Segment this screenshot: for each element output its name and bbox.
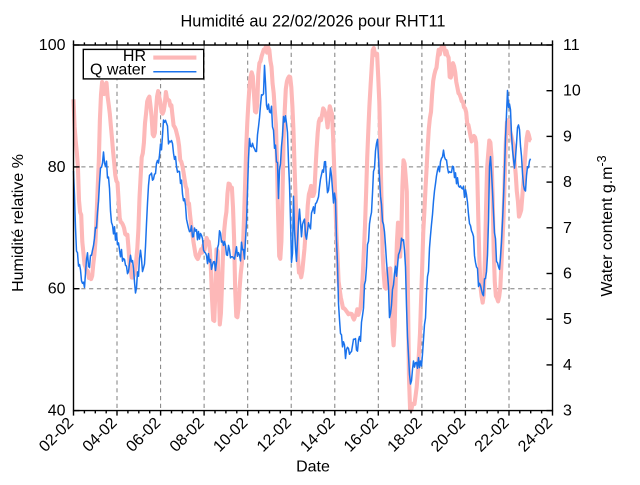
svg-text:9: 9 (563, 128, 572, 145)
svg-text:HR: HR (123, 48, 146, 65)
svg-text:40: 40 (48, 403, 66, 420)
svg-text:10: 10 (563, 83, 581, 100)
svg-text:6: 6 (563, 266, 572, 283)
svg-text:5: 5 (563, 311, 572, 328)
svg-text:3: 3 (563, 403, 572, 420)
svg-text:Water content g.m-3: Water content g.m-3 (595, 155, 616, 296)
svg-text:100: 100 (39, 37, 66, 54)
svg-text:60: 60 (48, 281, 66, 298)
svg-text:8: 8 (563, 174, 572, 191)
svg-text:Humidité relative %: Humidité relative % (10, 154, 27, 292)
svg-text:7: 7 (563, 220, 572, 237)
svg-text:11: 11 (563, 37, 580, 54)
svg-text:Date: Date (296, 459, 330, 476)
svg-text:80: 80 (48, 159, 66, 176)
svg-text:Q water: Q water (90, 61, 147, 78)
svg-text:4: 4 (563, 357, 572, 374)
svg-text:Humidité au 22/02/2026 pour RH: Humidité au 22/02/2026 pour RHT11 (181, 13, 446, 31)
